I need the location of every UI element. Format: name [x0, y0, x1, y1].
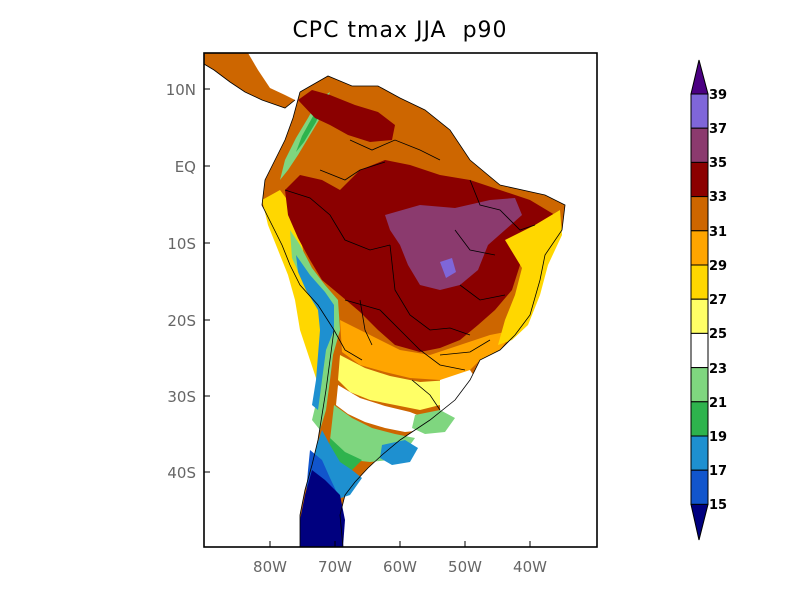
colorbar-bin-33-35: [690, 161, 709, 198]
colorbar-label-25: 25: [709, 327, 727, 342]
venezuela-hot-patch: [298, 90, 395, 142]
lat-label-eq: EQ: [175, 158, 196, 176]
lon-label-70w: 70W: [318, 558, 352, 576]
lon-label-50w: 50W: [448, 558, 482, 576]
colorbar-bin-23-25: [690, 332, 709, 369]
colorbar-label-37: 37: [709, 122, 727, 137]
colorbar-label-17: 17: [709, 464, 727, 479]
colorbar-over-arrow: [690, 59, 709, 95]
colorbar-bin-17-19: [690, 435, 709, 471]
lat-label-20s: 20S: [167, 312, 196, 330]
colorbar-bin-15-17: [690, 469, 709, 505]
lon-label-40w: 40W: [513, 558, 547, 576]
colorbar-bin-27-29: [690, 264, 709, 300]
colorbar: [690, 59, 709, 541]
coastal-yellow-band: [262, 190, 338, 390]
central-america-region: [204, 53, 295, 108]
lon-ticks: [269, 541, 531, 547]
colorbar-bin-37-39: [690, 93, 709, 129]
colorbar-under-arrow: [690, 503, 709, 541]
country-borders: [204, 63, 566, 547]
colorbar-label-33: 33: [709, 190, 727, 205]
lat-label-10s: 10S: [167, 235, 196, 253]
colorbar-bin-35-37: [690, 127, 709, 163]
patagonia-coldest-core: [300, 470, 345, 547]
lat-ticks: [204, 88, 210, 473]
colorbar-bin-25-27: [690, 298, 709, 334]
colorbar-bin-19-21: [690, 401, 709, 437]
lon-label-80w: 80W: [253, 558, 287, 576]
colorbar-bin-29-31: [690, 230, 709, 266]
temperature-map: [204, 53, 565, 547]
uruguay-green-strip: [412, 410, 455, 434]
lat-label-10n: 10N: [166, 81, 196, 99]
south-orange-band: [340, 320, 515, 380]
lon-label-60w: 60W: [383, 558, 417, 576]
lat-label-30s: 30S: [167, 388, 196, 406]
colorbar-label-35: 35: [709, 156, 727, 171]
brazil-purple-core: [385, 198, 522, 290]
colorbar-label-15: 15: [709, 498, 727, 513]
colorbar-bin-31-33: [690, 196, 709, 232]
east-coast-yellow-band: [498, 210, 562, 345]
brazil-violet-spot: [440, 258, 456, 278]
map-title: CPC tmax JJA p90: [292, 18, 508, 43]
colorbar-label-39: 39: [709, 88, 727, 103]
colorbar-label-19: 19: [709, 430, 727, 445]
buenos-aires-blue-patch: [380, 440, 418, 465]
colorbar-label-31: 31: [709, 225, 727, 240]
colorbar-label-23: 23: [709, 362, 727, 377]
andes-blue-belt: [296, 255, 334, 410]
lat-label-40s: 40S: [167, 464, 196, 482]
colorbar-label-21: 21: [709, 396, 727, 411]
pampas-white-band: [336, 385, 430, 432]
colorbar-bin-21-23: [690, 367, 709, 403]
colorbar-label-27: 27: [709, 293, 727, 308]
south-yellow-band: [338, 355, 470, 410]
colorbar-label-29: 29: [709, 259, 727, 274]
